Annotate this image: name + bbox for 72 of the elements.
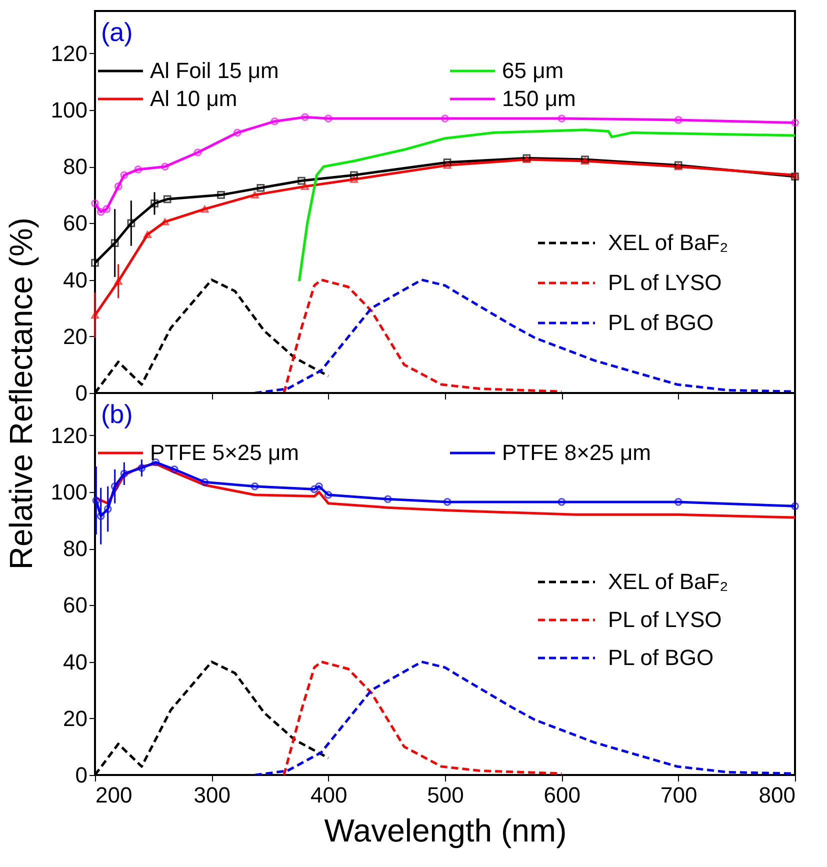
point bbox=[96, 208, 105, 216]
legend-label: PL of BGO bbox=[608, 310, 714, 335]
point bbox=[256, 184, 265, 192]
point bbox=[194, 148, 202, 156]
y-tick-label: 120 bbox=[50, 40, 88, 66]
point bbox=[270, 117, 279, 126]
point bbox=[120, 171, 128, 180]
point bbox=[91, 258, 99, 267]
y-axis-title: Relative Reflectance (%) bbox=[2, 217, 39, 570]
line-series bbox=[282, 278, 563, 393]
annotation: (a) bbox=[101, 17, 133, 47]
point bbox=[114, 182, 122, 190]
point bbox=[233, 128, 242, 137]
line-series bbox=[282, 660, 563, 775]
legend-label: PL of LYSO bbox=[608, 607, 722, 632]
point bbox=[163, 195, 172, 204]
point bbox=[217, 191, 225, 199]
legend-label: PTFE 5×25 μm bbox=[150, 440, 300, 465]
point bbox=[134, 166, 142, 174]
point bbox=[324, 114, 332, 122]
y-tick-label: 20 bbox=[63, 324, 88, 349]
point bbox=[443, 158, 452, 166]
legend-label: 65 μm bbox=[502, 58, 564, 83]
x-tick-label: 400 bbox=[310, 782, 348, 808]
point bbox=[114, 278, 122, 285]
y-tick-label: 80 bbox=[63, 536, 88, 562]
x-tick-label: 300 bbox=[194, 782, 231, 808]
x-tick-label: 500 bbox=[427, 782, 464, 808]
x-tick-label: 600 bbox=[544, 782, 581, 808]
legend-label: PL of BGO bbox=[608, 645, 714, 670]
point bbox=[110, 239, 119, 247]
point bbox=[301, 182, 309, 190]
point bbox=[558, 114, 566, 122]
y-tick-label: 0 bbox=[75, 762, 88, 788]
legend-label: PL of LYSO bbox=[608, 270, 722, 295]
point bbox=[144, 231, 152, 238]
point bbox=[350, 171, 358, 180]
point bbox=[200, 206, 209, 213]
point bbox=[674, 116, 682, 124]
y-tick-label: 0 bbox=[75, 380, 88, 406]
legend-label: PTFE 8×25 μm bbox=[502, 440, 652, 465]
y-tick-label: 40 bbox=[63, 267, 88, 292]
y-tick-label: 60 bbox=[63, 210, 88, 236]
legend-label: Al Foil 15 μm bbox=[150, 58, 279, 83]
point bbox=[443, 162, 452, 169]
y-tick-label: 60 bbox=[63, 592, 88, 618]
x-tick-label: 800 bbox=[758, 782, 796, 808]
point bbox=[441, 114, 449, 122]
legend-label: 150 μm bbox=[502, 86, 576, 111]
x-tick-label: 200 bbox=[96, 782, 132, 808]
point bbox=[301, 113, 309, 122]
legend-label: XEL of BaF₂ bbox=[608, 569, 728, 594]
legend-label: XEL of BaF₂ bbox=[608, 230, 728, 255]
legend-label: Al 10 μm bbox=[150, 86, 238, 111]
y-tick-label: 20 bbox=[63, 706, 88, 731]
point bbox=[298, 176, 306, 185]
y-tick-label: 80 bbox=[63, 154, 88, 180]
point bbox=[150, 200, 158, 208]
y-tick-label: 100 bbox=[50, 98, 88, 123]
point bbox=[250, 191, 259, 198]
point bbox=[127, 219, 136, 228]
point bbox=[161, 218, 169, 226]
y-tick-label: 120 bbox=[50, 422, 88, 448]
point bbox=[102, 205, 111, 213]
point bbox=[91, 312, 99, 319]
point bbox=[350, 176, 358, 183]
y-tick-label: 100 bbox=[50, 480, 88, 505]
x-axis-title: Wavelength (nm) bbox=[324, 812, 567, 848]
point bbox=[161, 162, 169, 171]
y-tick-label: 40 bbox=[63, 649, 88, 674]
annotation: (b) bbox=[101, 399, 133, 429]
x-tick-label: 700 bbox=[660, 782, 698, 808]
